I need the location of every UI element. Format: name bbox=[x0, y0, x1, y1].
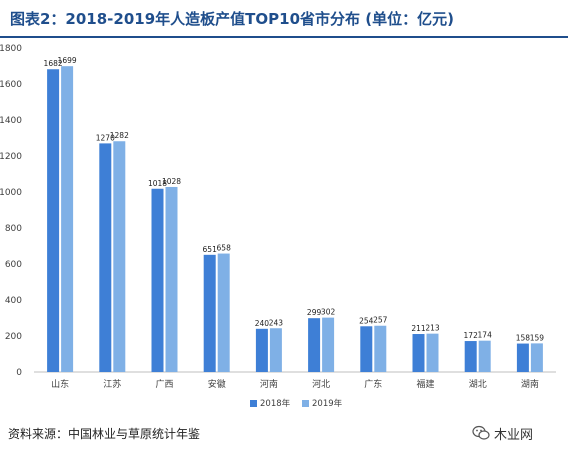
bar-2018 bbox=[412, 334, 425, 372]
bar-2019 bbox=[478, 340, 491, 372]
data-label: 159 bbox=[530, 333, 545, 342]
y-tick-label: 1600 bbox=[0, 80, 22, 90]
x-tick-label: 河南 bbox=[260, 378, 278, 390]
data-label: 1682 bbox=[44, 59, 63, 68]
logo-text: 木业网 bbox=[494, 427, 534, 443]
data-label: 1699 bbox=[58, 56, 77, 65]
wechat-icon bbox=[472, 425, 490, 440]
data-label: 651 bbox=[203, 245, 218, 254]
data-label: 254 bbox=[359, 316, 374, 325]
data-label: 172 bbox=[464, 331, 479, 340]
data-label: 1270 bbox=[96, 133, 115, 142]
y-tick-label: 1400 bbox=[0, 116, 22, 126]
bar-2018 bbox=[308, 318, 321, 372]
data-label: 1018 bbox=[148, 179, 167, 188]
bar-2018 bbox=[203, 254, 216, 372]
x-tick-label: 江苏 bbox=[103, 378, 121, 390]
legend-label: 2019年 bbox=[312, 398, 343, 409]
x-tick-label: 湖南 bbox=[521, 378, 539, 390]
data-label: 240 bbox=[255, 319, 270, 328]
data-label: 302 bbox=[321, 308, 336, 317]
y-tick-label: 200 bbox=[5, 332, 22, 342]
x-tick-label: 山东 bbox=[51, 378, 69, 390]
bar-2019 bbox=[269, 328, 282, 372]
bar-chart: 0 200 400 600 800 1000 1200 1400 1600 1800 1682169… bbox=[0, 44, 556, 409]
bar-2018 bbox=[151, 188, 164, 372]
title-bar: 图表2：2018-2019年人造板产值TOP10省市分布 (单位：亿元) bbox=[0, 0, 568, 38]
x-tick-label: 湖北 bbox=[469, 379, 487, 390]
chart-title: 图表2：2018-2019年人造板产值TOP10省市分布 (单位：亿元) bbox=[10, 10, 454, 28]
data-label: 1282 bbox=[110, 131, 129, 140]
y-tick-label: 400 bbox=[5, 296, 22, 306]
bar-2018 bbox=[516, 343, 529, 372]
data-label: 211 bbox=[411, 324, 426, 333]
bar-2019 bbox=[426, 333, 439, 372]
x-tick-label: 广东 bbox=[364, 378, 382, 390]
data-label: 158 bbox=[516, 334, 531, 343]
logo: 木业网 bbox=[472, 423, 533, 443]
y-tick-label: 800 bbox=[5, 224, 22, 234]
bar-2019 bbox=[165, 186, 178, 372]
legend-swatch bbox=[250, 400, 257, 407]
bar-2018 bbox=[47, 69, 60, 373]
bar-2018 bbox=[99, 143, 112, 372]
bar-2019 bbox=[217, 253, 230, 372]
y-tick-label: 1800 bbox=[0, 44, 22, 54]
source-note: 资料来源：中国林业与草原统计年鉴 bbox=[8, 427, 201, 441]
data-label: 257 bbox=[373, 316, 388, 325]
y-tick-label: 1200 bbox=[0, 152, 22, 162]
bar-2019 bbox=[322, 317, 335, 372]
bar-2018 bbox=[255, 328, 268, 372]
x-tick-label: 福建 bbox=[416, 378, 434, 390]
y-tick-label: 600 bbox=[5, 260, 22, 270]
legend-label: 2018年 bbox=[260, 398, 291, 409]
x-tick-label: 安徽 bbox=[208, 378, 226, 390]
bar-2018 bbox=[360, 326, 373, 372]
legend-swatch bbox=[302, 400, 309, 407]
y-tick-label: 1000 bbox=[0, 188, 22, 198]
bar-2018 bbox=[464, 341, 477, 372]
bar-2019 bbox=[530, 343, 543, 372]
x-tick-label: 广西 bbox=[155, 378, 173, 390]
data-label: 1028 bbox=[162, 177, 181, 186]
data-label: 299 bbox=[307, 308, 322, 317]
y-tick-label: 0 bbox=[16, 368, 22, 378]
data-label: 213 bbox=[425, 324, 440, 333]
bar-2019 bbox=[61, 66, 74, 373]
data-label: 174 bbox=[478, 331, 493, 340]
bar-2019 bbox=[374, 325, 387, 372]
bar-2019 bbox=[113, 141, 126, 372]
x-tick-label: 河北 bbox=[312, 378, 330, 390]
data-label: 243 bbox=[269, 318, 284, 327]
data-label: 658 bbox=[217, 244, 232, 253]
